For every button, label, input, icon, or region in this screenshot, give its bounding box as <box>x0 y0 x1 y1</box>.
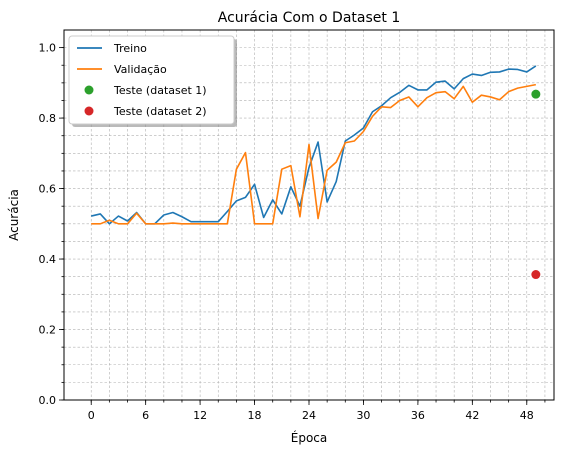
plot-series <box>91 65 541 280</box>
legend-marker-swatch <box>84 85 94 95</box>
series-line-1 <box>91 83 537 225</box>
series-point-2 <box>531 89 541 99</box>
y-axis-label: Acurácia <box>7 189 21 241</box>
legend-label: Validação <box>114 63 167 76</box>
y-tick-label: 1.0 <box>39 42 57 55</box>
x-tick-label: 12 <box>193 409 207 422</box>
y-tick-label: 0.2 <box>39 324 57 337</box>
legend: Treino Validação Teste (dataset 1) Teste (d… <box>68 35 237 127</box>
y-tick-label: 0.4 <box>39 253 57 266</box>
legend-box <box>68 35 235 125</box>
x-tick-label: 6 <box>142 409 149 422</box>
x-tick-label: 0 <box>88 409 95 422</box>
y-tick-label: 0.0 <box>39 394 57 407</box>
legend-label: Teste (dataset 2) <box>113 105 207 118</box>
legend-label: Treino <box>113 42 147 55</box>
axis-ticks: 0 6 12 18 24 30 36 42 48 0.0 0.2 0.4 0.6 0.8 1.0 <box>39 42 546 422</box>
x-tick-label: 24 <box>302 409 316 422</box>
x-tick-label: 36 <box>411 409 425 422</box>
legend-marker-swatch <box>84 106 94 116</box>
series-point-3 <box>531 270 541 280</box>
y-tick-label: 0.6 <box>39 183 57 196</box>
x-axis-label: Época <box>291 430 328 445</box>
chart-title: Acurácia Com o Dataset 1 <box>218 10 400 26</box>
y-tick-label: 0.8 <box>39 112 57 125</box>
x-tick-label: 42 <box>465 409 479 422</box>
x-tick-label: 18 <box>248 409 262 422</box>
x-tick-label: 48 <box>520 409 534 422</box>
legend-label: Teste (dataset 1) <box>113 84 207 97</box>
series-line-0 <box>91 65 537 225</box>
x-tick-label: 30 <box>356 409 370 422</box>
